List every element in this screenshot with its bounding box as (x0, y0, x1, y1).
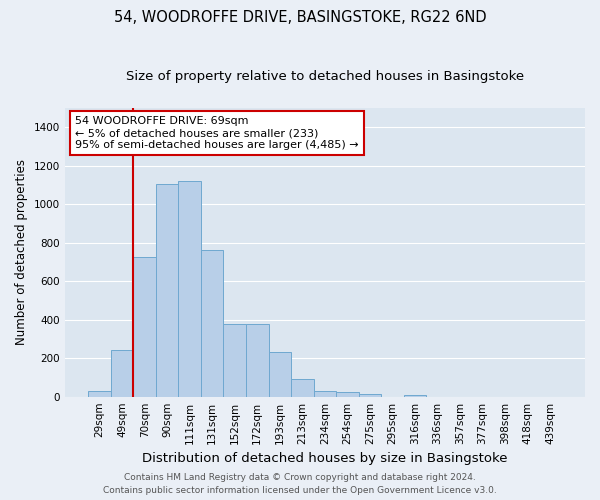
Bar (88, 391, 111, 396)
Bar (133, 257, 156, 396)
Bar (359, 394, 381, 396)
Bar (111, 350, 133, 397)
Bar (178, 181, 201, 396)
Bar (246, 324, 269, 396)
Bar (314, 391, 336, 396)
Bar (291, 380, 314, 396)
Text: 54, WOODROFFE DRIVE, BASINGSTOKE, RG22 6ND: 54, WOODROFFE DRIVE, BASINGSTOKE, RG22 6… (113, 10, 487, 25)
Text: 54 WOODROFFE DRIVE: 69sqm
← 5% of detached houses are smaller (233)
95% of semi-: 54 WOODROFFE DRIVE: 69sqm ← 5% of detach… (75, 116, 359, 150)
Y-axis label: Number of detached properties: Number of detached properties (15, 159, 28, 345)
Bar (223, 324, 246, 396)
Bar (404, 395, 426, 396)
Bar (201, 250, 223, 396)
Bar (269, 352, 291, 397)
Title: Size of property relative to detached houses in Basingstoke: Size of property relative to detached ho… (126, 70, 524, 83)
Bar (156, 184, 178, 396)
X-axis label: Distribution of detached houses by size in Basingstoke: Distribution of detached houses by size … (142, 452, 508, 465)
Bar (336, 392, 359, 396)
Text: Contains HM Land Registry data © Crown copyright and database right 2024.
Contai: Contains HM Land Registry data © Crown c… (103, 474, 497, 495)
